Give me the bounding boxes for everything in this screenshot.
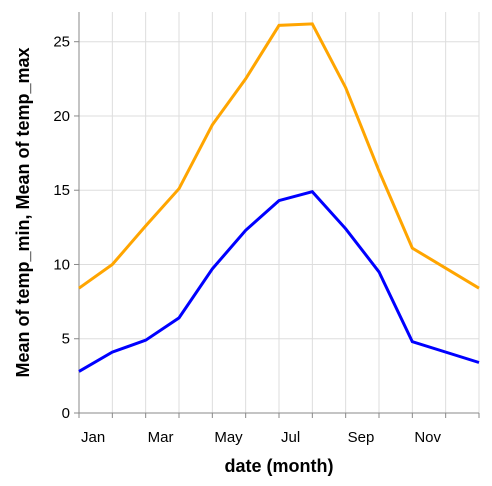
x-tick-label: Sep: [348, 429, 375, 446]
series-line-2: [78, 190, 480, 373]
y-tick-label: 25: [53, 34, 70, 51]
x-axis-title: date (month): [225, 456, 334, 476]
y-axis-title: Mean of temp_min, Mean of temp_max: [13, 47, 33, 377]
x-tick-label: Jul: [281, 429, 300, 446]
x-tick-label: May: [214, 429, 243, 446]
x-tick-label: Nov: [414, 429, 441, 446]
y-tick-label: 20: [53, 108, 70, 125]
y-tick-label: 5: [62, 331, 70, 348]
x-tick-label: Jan: [81, 429, 105, 446]
x-tick-label: Mar: [148, 429, 174, 446]
y-tick-label: 0: [62, 405, 70, 422]
series-line-1: [78, 22, 480, 290]
axes: 0 5 10 15 20 25 Jan Mar May Jul Sep Nov: [53, 12, 480, 446]
series-lines: [78, 22, 480, 373]
gridlines: [78, 12, 480, 414]
y-tick-label: 10: [53, 256, 70, 273]
y-tick-label: 15: [53, 182, 70, 199]
